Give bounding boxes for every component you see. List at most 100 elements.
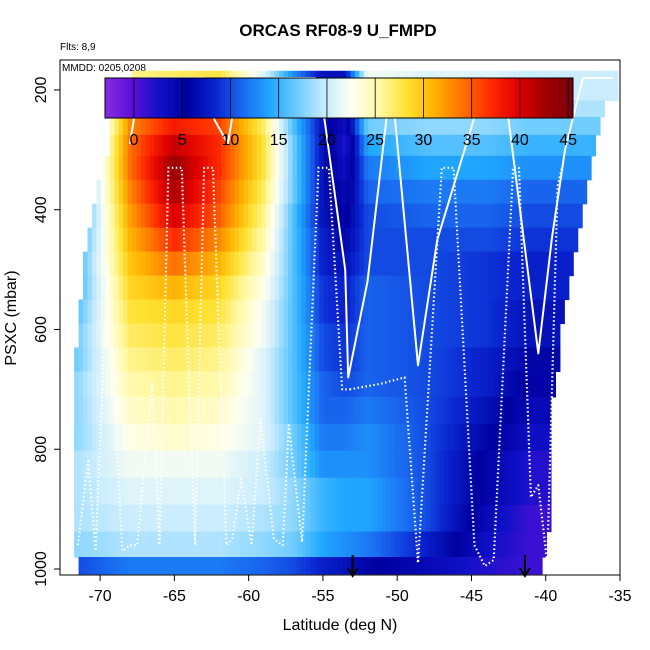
heatmap-cell — [185, 423, 191, 452]
heatmap-cell — [452, 347, 458, 372]
heatmap-cell — [368, 557, 374, 575]
heatmap-cell — [546, 155, 552, 181]
colorbar-segment — [485, 78, 489, 118]
heatmap-cell — [283, 203, 289, 229]
heatmap-cell — [510, 116, 516, 136]
heatmap-cell — [363, 477, 369, 506]
heatmap-cell — [408, 371, 414, 398]
heatmap-cell — [341, 347, 347, 372]
heatmap-cell — [577, 85, 583, 102]
heatmap-cell — [573, 134, 579, 157]
heatmap-cell — [443, 423, 450, 452]
heatmap-cell — [421, 251, 427, 277]
heatmap-cell — [181, 155, 187, 181]
heatmap-cell — [421, 477, 427, 506]
heatmap-cell — [225, 347, 231, 372]
heatmap-cell — [524, 275, 530, 301]
heatmap-cell — [439, 347, 445, 372]
heatmap-cell — [207, 203, 213, 229]
heatmap-cell — [149, 531, 155, 558]
heatmap-cell — [145, 275, 151, 301]
heatmap-cell — [305, 275, 311, 301]
heatmap-cell — [145, 531, 151, 558]
heatmap-cell — [510, 323, 516, 349]
heatmap-cell — [599, 100, 606, 118]
heatmap-cell — [519, 450, 525, 479]
heatmap-cell — [394, 531, 401, 558]
heatmap-cell — [261, 557, 267, 575]
heatmap-cell — [270, 557, 276, 575]
heatmap-cell — [448, 347, 454, 372]
heatmap-cell — [524, 299, 530, 325]
heatmap-cell — [292, 323, 298, 349]
heatmap-cell — [506, 371, 512, 398]
heatmap-cell — [247, 179, 253, 205]
heatmap-cell — [296, 531, 302, 558]
heatmap-cell — [185, 371, 191, 398]
heatmap-cell — [546, 504, 552, 533]
heatmap-cell — [198, 347, 204, 372]
colorbar-segment — [306, 78, 311, 118]
heatmap-cell — [457, 323, 463, 349]
heatmap-cell — [225, 251, 231, 277]
colorbar-segment — [339, 78, 343, 118]
heatmap-cell — [296, 347, 302, 372]
heatmap-cell — [207, 116, 213, 136]
heatmap-cell — [501, 450, 507, 479]
heatmap-cell — [394, 557, 401, 575]
heatmap-cell — [91, 347, 97, 372]
colorbar-segment — [201, 78, 205, 118]
heatmap-cell — [301, 450, 307, 479]
heatmap-cell — [203, 116, 209, 136]
heatmap-cell — [176, 203, 182, 229]
heatmap-cell — [479, 477, 485, 506]
heatmap-cell — [189, 155, 196, 181]
heatmap-cell — [359, 423, 365, 452]
heatmap-cell — [546, 227, 552, 253]
heatmap-cell — [528, 504, 534, 533]
heatmap-cell — [426, 450, 432, 479]
heatmap-cell — [484, 531, 490, 558]
heatmap-cell — [123, 423, 129, 452]
heatmap-cell — [479, 557, 485, 575]
colorbar-segment — [195, 78, 200, 118]
heatmap-cell — [167, 557, 173, 575]
heatmap-cell — [470, 450, 476, 479]
heatmap-cell — [555, 203, 561, 229]
colorbar-segment — [505, 78, 510, 118]
heatmap-cell — [207, 275, 213, 301]
heatmap-cell — [368, 227, 374, 253]
heatmap-cell — [149, 450, 155, 479]
heatmap-cell — [497, 134, 503, 157]
heatmap-cell — [243, 504, 249, 533]
heatmap-cell — [591, 100, 597, 118]
heatmap-cell — [114, 227, 120, 253]
heatmap-cell — [461, 477, 467, 506]
heatmap-cell — [506, 179, 512, 205]
heatmap-cell — [279, 227, 285, 253]
heatmap-cell — [118, 134, 124, 157]
heatmap-cell — [274, 504, 280, 533]
heatmap-cell — [270, 251, 276, 277]
heatmap-cell — [426, 347, 432, 372]
heatmap-cell — [328, 347, 334, 372]
heatmap-cell — [515, 531, 521, 558]
heatmap-cell — [345, 557, 351, 575]
heatmap-cell — [386, 275, 392, 301]
heatmap-cell — [274, 203, 280, 229]
heatmap-cell — [207, 423, 213, 452]
heatmap-cell — [488, 323, 494, 349]
heatmap-cell — [314, 531, 320, 558]
heatmap-cell — [506, 531, 512, 558]
heatmap-cell — [319, 203, 325, 229]
colorbar-segment — [145, 78, 150, 118]
heatmap-cell — [118, 251, 124, 277]
heatmap-cell — [363, 134, 369, 157]
heatmap-cell — [274, 531, 280, 558]
heatmap-cell — [265, 134, 271, 157]
heatmap-cell — [381, 531, 387, 558]
heatmap-cell — [100, 396, 106, 425]
heatmap-cell — [564, 203, 570, 229]
heatmap-cell — [181, 477, 187, 506]
heatmap-cell — [506, 347, 512, 372]
